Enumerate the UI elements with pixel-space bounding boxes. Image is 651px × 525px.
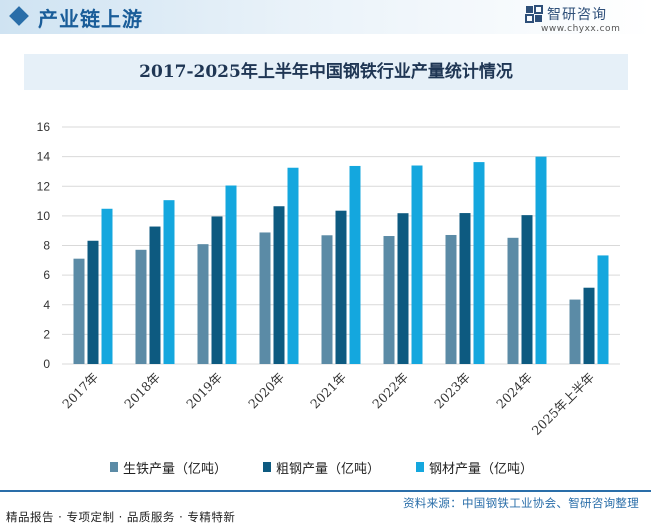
bar	[149, 226, 161, 364]
x-tick-label: 2024年	[493, 370, 535, 412]
legend-swatch-crude-steel	[263, 462, 272, 472]
bar	[445, 234, 457, 364]
bar	[521, 215, 533, 364]
legend-label-crude-steel: 粗钢产量（亿吨）	[276, 461, 381, 477]
bar	[569, 299, 581, 364]
bar	[535, 156, 547, 364]
bar	[273, 206, 285, 364]
bar	[507, 237, 519, 364]
chart-title: 2017-2025年上半年中国钢铁行业产量统计情况	[139, 62, 513, 82]
bar	[397, 213, 409, 364]
y-tick-label: 2	[43, 327, 50, 341]
legend-item-steel-products: 钢材产量（亿吨）	[416, 458, 533, 477]
bar	[321, 235, 333, 364]
source-note: 资料来源：中国钢铁工业协会、智研咨询整理	[403, 496, 639, 510]
bar	[225, 185, 237, 364]
bar	[411, 165, 423, 364]
bar	[349, 165, 361, 364]
section-title: 产业链上游	[38, 7, 143, 31]
bar	[197, 244, 209, 364]
footer-slogan: 精品报告 · 专项定制 · 品质服务 · 专精特新	[6, 510, 236, 524]
y-tick-label: 4	[43, 298, 50, 312]
x-tick-label: 2020年	[245, 370, 287, 412]
legend-item-pig-iron: 生铁产量（亿吨）	[110, 458, 227, 477]
x-tick-label: 2018年	[121, 370, 163, 412]
legend-label-pig-iron: 生铁产量（亿吨）	[123, 461, 228, 477]
bar	[287, 167, 299, 364]
bar	[101, 208, 113, 364]
bar	[135, 249, 147, 364]
footer-divider	[0, 490, 651, 492]
y-tick-label: 0	[43, 357, 50, 371]
legend: 生铁产量（亿吨） 粗钢产量（亿吨） 钢材产量（亿吨）	[110, 458, 533, 477]
legend-label-steel-products: 钢材产量（亿吨）	[429, 461, 534, 477]
y-tick-label: 6	[43, 268, 50, 282]
bar	[163, 200, 175, 364]
legend-swatch-pig-iron	[110, 462, 118, 472]
bar	[211, 216, 223, 364]
legend-swatch-steel-products	[416, 462, 425, 472]
brand: 智研咨询 www.chyxx.com	[525, 3, 635, 37]
chart-title-box: 2017-2025年上半年中国钢铁行业产量统计情况	[24, 54, 628, 90]
x-tick-label: 2022年	[369, 370, 411, 412]
y-tick-label: 10	[37, 209, 51, 223]
bar	[259, 232, 271, 364]
y-tick-label: 8	[43, 239, 50, 253]
bar	[473, 162, 485, 364]
y-tick-label: 12	[37, 179, 51, 193]
bar	[383, 236, 395, 364]
y-tick-label: 16	[37, 120, 51, 134]
bar	[73, 258, 85, 364]
x-tick-label: 2017年	[59, 370, 101, 412]
bar	[459, 213, 471, 364]
x-tick-label: 2021年	[307, 370, 349, 412]
brand-logo-icon	[525, 5, 543, 23]
bar	[597, 255, 609, 364]
y-tick-label: 14	[37, 150, 51, 164]
bar	[583, 287, 595, 364]
x-tick-label: 2019年	[183, 370, 225, 412]
bar	[335, 210, 347, 364]
bar	[87, 240, 99, 364]
brand-name: 智研咨询	[547, 7, 607, 23]
brand-url: www.chyxx.com	[541, 24, 621, 34]
legend-item-crude-steel: 粗钢产量（亿吨）	[263, 458, 380, 477]
x-tick-label: 2025年上半年	[529, 370, 597, 438]
x-tick-label: 2023年	[431, 370, 473, 412]
